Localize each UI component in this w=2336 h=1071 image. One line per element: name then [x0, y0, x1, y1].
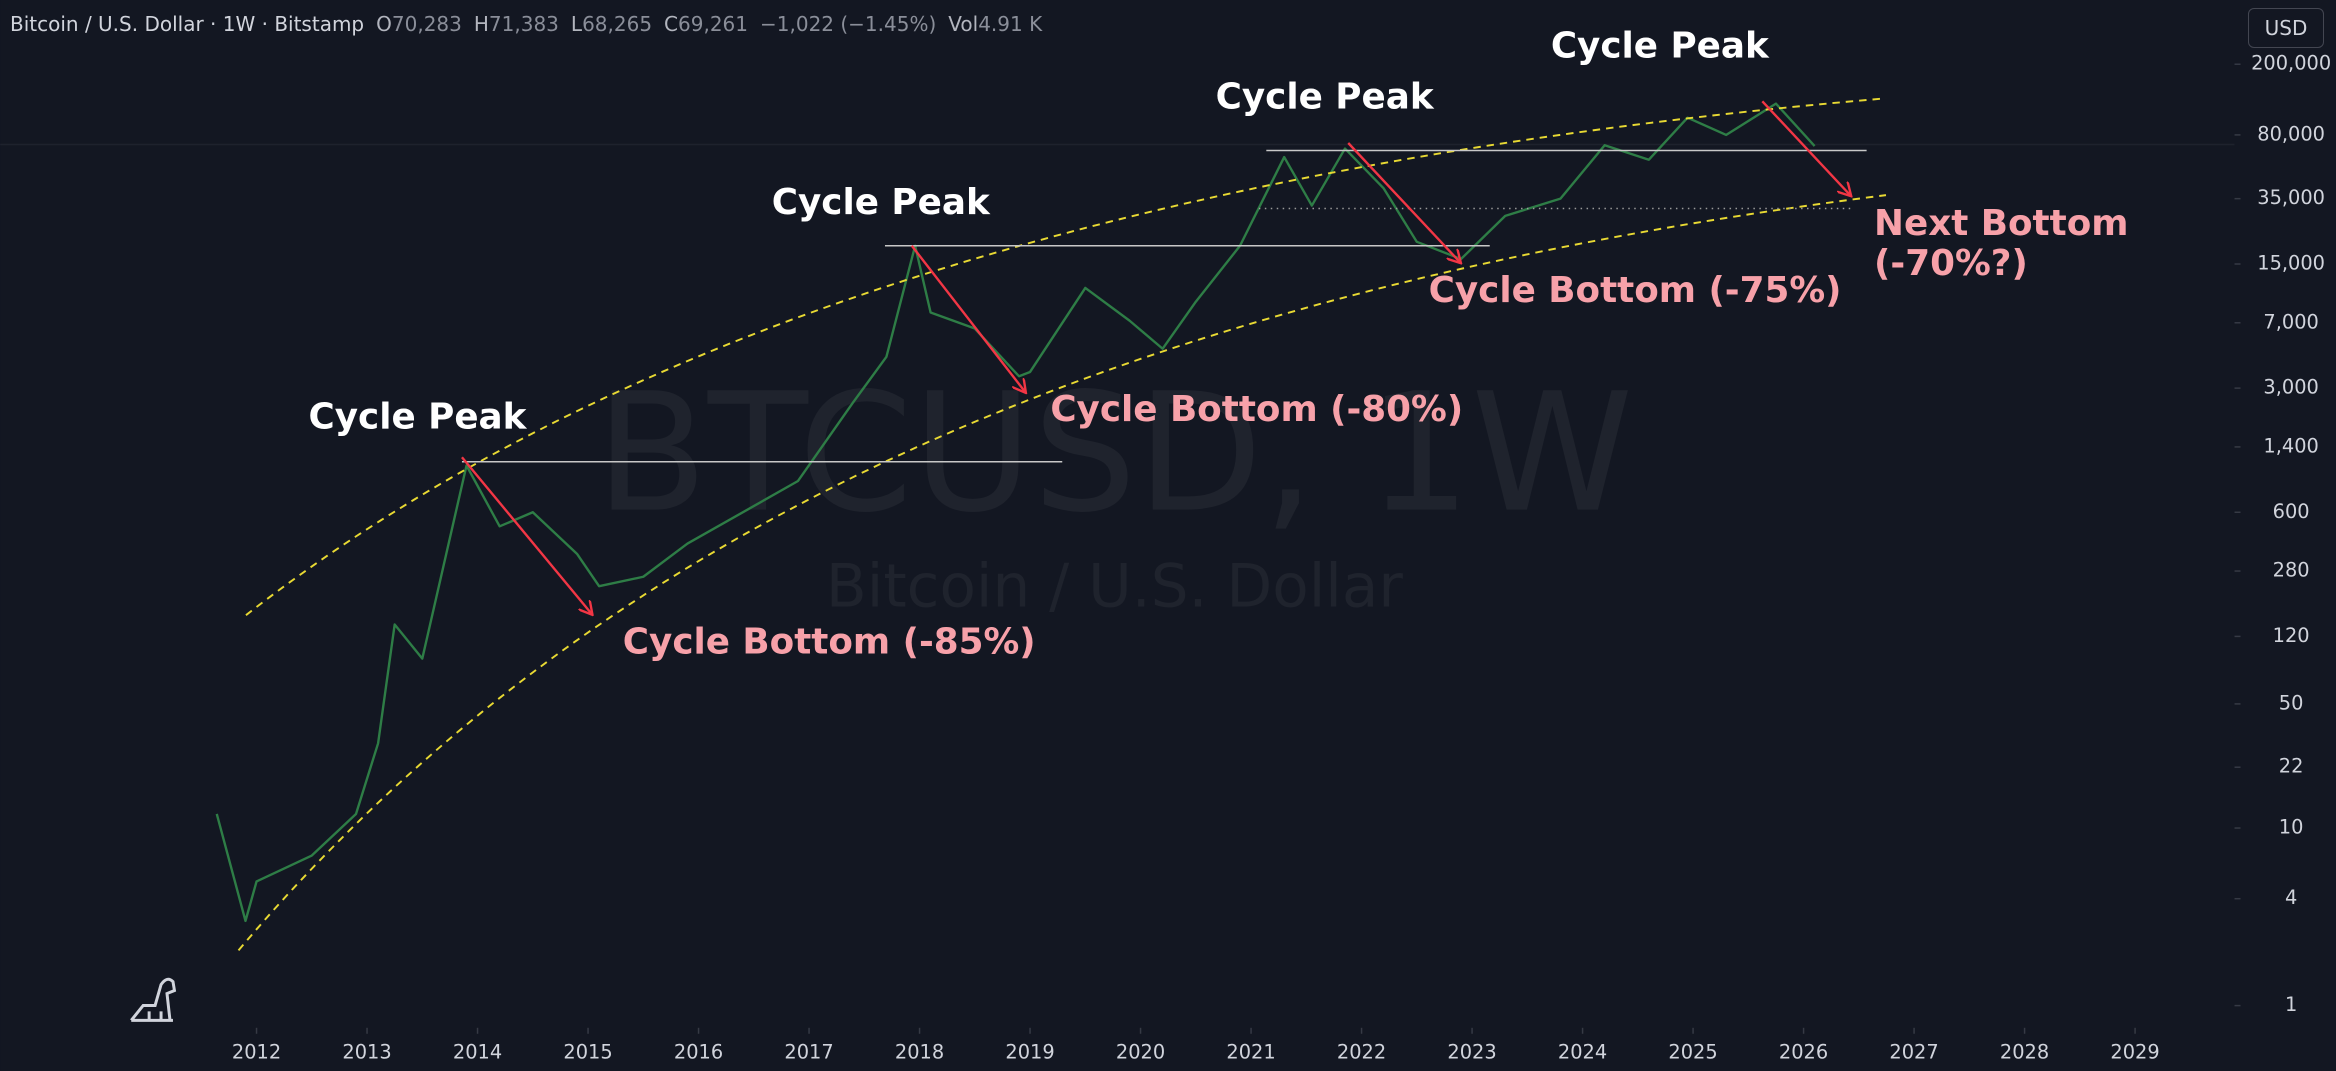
x-tick-label: 2022 [1337, 1041, 1386, 1064]
x-tick-label: 2012 [232, 1041, 281, 1064]
drawings [237, 97, 1887, 951]
high: 71,383 [488, 12, 559, 36]
y-tick-label: 22 [2279, 755, 2304, 778]
y-tick-label: 1,400 [2263, 434, 2318, 457]
x-tick-label: 2028 [2000, 1041, 2049, 1064]
lower-band [237, 194, 1887, 951]
y-tick-label: 4 [2285, 886, 2297, 909]
y-tick-label: 10 [2279, 816, 2304, 839]
x-tick-label: 2021 [1226, 1041, 1275, 1064]
x-tick-label: 2013 [342, 1041, 391, 1064]
drawdown-arrow [461, 456, 592, 613]
y-tick-label: 7,000 [2263, 310, 2318, 333]
logo [130, 977, 177, 1022]
x-tick-label: 2027 [1889, 1041, 1938, 1064]
x-tick-label: 2016 [674, 1041, 723, 1064]
x-tick-label: 2017 [784, 1041, 833, 1064]
x-tick-label: 2026 [1779, 1041, 1828, 1064]
y-tick-label: 80,000 [2257, 122, 2325, 145]
annotation: Next Bottom [1874, 203, 2128, 244]
volume: 4.91 K [978, 12, 1043, 36]
annotation: (-70%?) [1874, 243, 2028, 284]
y-tick-label: 1 [2285, 993, 2297, 1016]
annotation: Cycle Bottom (-85%) [623, 621, 1036, 662]
annotation: Cycle Peak [1216, 76, 1435, 117]
open-label: O [376, 12, 392, 36]
header: Bitcoin / U.S. Dollar · 1W · Bitstamp O70… [10, 12, 1042, 36]
y-tick-label: 280 [2273, 559, 2310, 582]
watermark-ticker: BTCUSD, 1W [595, 358, 1633, 549]
y-tick-label: 200,000 [2251, 52, 2331, 75]
x-tick-label: 2015 [563, 1041, 612, 1064]
symbol: Bitcoin / U.S. Dollar · 1W · Bitstamp [10, 12, 365, 36]
annotation: Cycle Peak [309, 397, 528, 438]
low-label: L [570, 12, 583, 36]
upper-band [245, 97, 1887, 616]
y-tick-label: 120 [2273, 624, 2310, 647]
annotation: Cycle Peak [1551, 26, 1770, 67]
x-tick-label: 2029 [2110, 1041, 2159, 1064]
drawdown-arrow [910, 245, 1025, 392]
annotation: Cycle Bottom (-80%) [1050, 389, 1463, 430]
axes: 1 4 10 22 50 120 280 600 1,400 3,000 7,000 15,000 35… [232, 52, 2331, 1064]
x-tick-label: 2018 [895, 1041, 944, 1064]
currency-button[interactable]: USD [2248, 8, 2324, 48]
y-tick-label: 3,000 [2263, 376, 2318, 399]
x-tick-label: 2023 [1447, 1041, 1496, 1064]
x-tick-label: 2014 [453, 1041, 502, 1064]
volume-label: Vol [948, 12, 979, 36]
annotations: Cycle Peak Cycle Peak Cycle Peak Cycle Peak… [309, 26, 2129, 663]
y-tick-label: 35,000 [2257, 186, 2325, 209]
y-tick-label: 15,000 [2257, 252, 2325, 275]
x-tick-label: 2020 [1116, 1041, 1165, 1064]
open: 70,283 [391, 12, 462, 36]
drawdown-arrow [1761, 100, 1850, 195]
close-label: C [664, 12, 679, 36]
high-label: H [473, 12, 489, 36]
x-tick-label: 2024 [1558, 1041, 1607, 1064]
x-tick-label: 2019 [1005, 1041, 1054, 1064]
y-tick-label: 600 [2273, 500, 2310, 523]
annotation: Cycle Bottom (-75%) [1429, 270, 1842, 311]
change: −1,022 (−1.45%) [760, 12, 937, 36]
watermark-name: Bitcoin / U.S. Dollar [826, 552, 1403, 621]
y-tick-label: 50 [2279, 691, 2304, 714]
x-tick-label: 2025 [1668, 1041, 1717, 1064]
annotation: Cycle Peak [772, 182, 991, 223]
close: 69,261 [678, 12, 748, 36]
low: 68,265 [582, 12, 653, 36]
drawdown-arrow [1347, 142, 1460, 262]
